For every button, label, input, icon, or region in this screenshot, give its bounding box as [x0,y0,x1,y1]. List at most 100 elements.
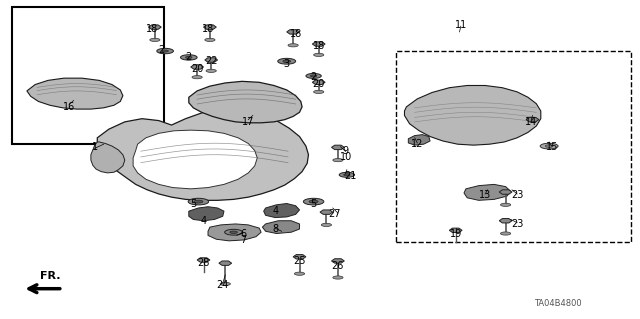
Text: 2: 2 [310,71,317,82]
Text: 9: 9 [342,145,349,156]
Ellipse shape [288,44,298,47]
Text: 14: 14 [525,117,538,127]
Ellipse shape [309,200,318,203]
Polygon shape [287,30,300,34]
Text: 26: 26 [332,261,344,271]
Polygon shape [97,109,308,200]
Polygon shape [464,184,511,200]
Ellipse shape [188,198,209,205]
Polygon shape [499,190,512,194]
Polygon shape [526,117,539,122]
Text: 4: 4 [272,206,278,216]
Ellipse shape [206,69,216,72]
Ellipse shape [283,60,291,63]
Ellipse shape [157,48,173,54]
Text: FR.: FR. [40,271,60,281]
Polygon shape [91,142,125,173]
Polygon shape [189,207,224,221]
Text: 17: 17 [242,117,255,127]
Polygon shape [191,65,204,69]
Polygon shape [264,204,300,218]
Text: 2: 2 [186,52,192,62]
Text: 23: 23 [511,219,524,229]
Bar [12,7,164,144]
Polygon shape [499,219,512,223]
Text: 6: 6 [240,228,246,239]
Ellipse shape [192,76,202,79]
Polygon shape [408,135,430,145]
Text: TA04B4800: TA04B4800 [534,299,582,308]
Bar [396,51,631,242]
Text: 18: 18 [202,24,214,34]
Ellipse shape [344,174,350,176]
Polygon shape [312,80,325,85]
Text: 23: 23 [511,190,524,200]
Polygon shape [320,210,333,214]
Text: 13: 13 [479,190,492,200]
Ellipse shape [162,50,168,52]
Text: 7: 7 [240,235,246,245]
Text: 11: 11 [454,20,467,30]
Polygon shape [27,78,123,109]
Text: 3: 3 [284,59,290,69]
Ellipse shape [180,55,197,60]
Ellipse shape [545,145,553,147]
Text: 12: 12 [411,139,424,149]
Text: 25: 25 [293,256,306,266]
Polygon shape [133,130,257,189]
Ellipse shape [339,172,355,177]
Text: 5: 5 [190,199,196,209]
Text: 27: 27 [328,209,340,219]
Polygon shape [189,81,302,123]
Text: 24: 24 [216,279,229,290]
Polygon shape [332,259,344,263]
Polygon shape [208,224,261,241]
Text: 10: 10 [339,152,352,162]
Ellipse shape [205,38,215,41]
Text: 18: 18 [312,41,325,51]
Ellipse shape [314,90,324,93]
Text: 4: 4 [200,216,207,226]
Text: 15: 15 [545,142,558,152]
Text: 1: 1 [92,142,98,152]
Ellipse shape [186,56,192,58]
Ellipse shape [321,223,332,226]
Ellipse shape [150,38,160,41]
Polygon shape [262,221,300,234]
Ellipse shape [500,203,511,206]
Text: 19: 19 [449,228,462,239]
Ellipse shape [306,73,321,78]
Polygon shape [219,261,232,265]
Text: 8: 8 [272,224,278,234]
Ellipse shape [540,143,558,149]
Ellipse shape [225,229,243,235]
Polygon shape [205,58,218,62]
Polygon shape [204,25,216,29]
Text: 18: 18 [289,29,302,40]
Ellipse shape [194,200,203,203]
Ellipse shape [303,198,324,205]
Polygon shape [449,228,462,233]
Text: 5: 5 [310,199,317,209]
Text: 20: 20 [312,78,325,89]
Ellipse shape [500,232,511,235]
Text: 22: 22 [205,56,218,66]
Ellipse shape [230,231,237,234]
Polygon shape [312,42,325,46]
Polygon shape [404,85,541,145]
Text: 16: 16 [63,102,76,112]
Polygon shape [148,25,161,29]
Polygon shape [332,145,344,150]
Polygon shape [293,255,306,259]
Polygon shape [197,258,210,262]
Ellipse shape [310,75,317,77]
Ellipse shape [278,58,296,64]
Text: 21: 21 [344,171,357,181]
Ellipse shape [294,272,305,275]
Text: 18: 18 [146,24,159,34]
Text: 28: 28 [197,258,210,268]
Ellipse shape [314,53,324,56]
Ellipse shape [220,282,230,286]
Text: 2: 2 [158,45,164,56]
Ellipse shape [333,159,343,162]
